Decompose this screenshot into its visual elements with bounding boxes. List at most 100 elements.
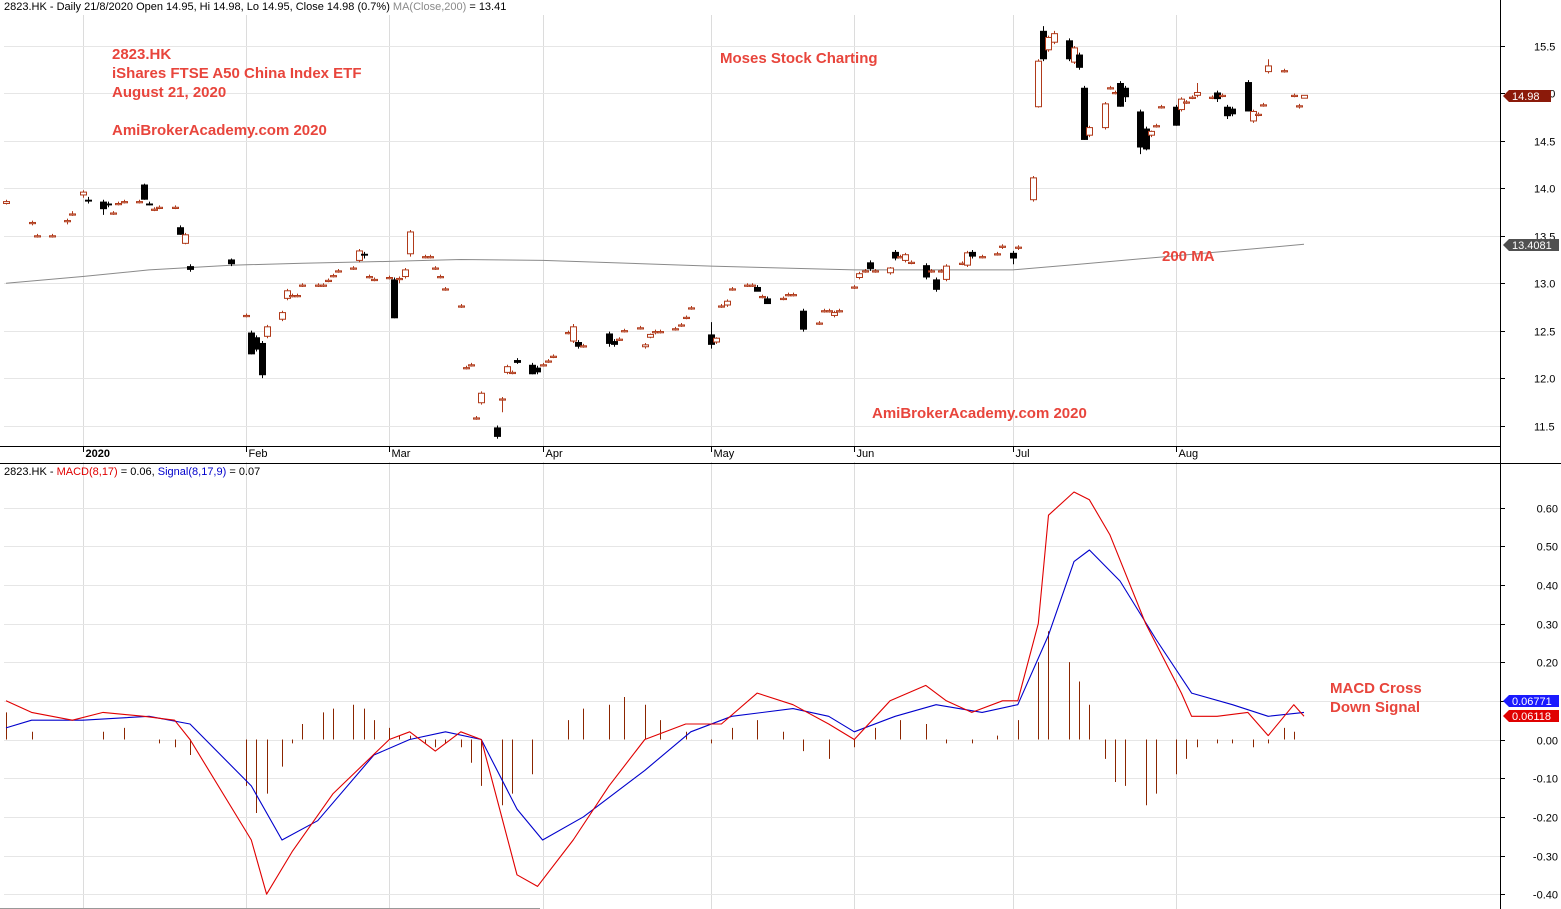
candle-down [606, 333, 613, 344]
candle-up [647, 333, 654, 338]
candle-down [1010, 252, 1017, 259]
candle-up [550, 355, 557, 358]
candle-up [121, 201, 128, 204]
candle-up [580, 345, 587, 348]
candle-up [1183, 101, 1190, 104]
x-tick-label: May [714, 448, 735, 460]
candle-down [1214, 92, 1221, 100]
macd-grid [4, 462, 1500, 909]
close-price-tag-box [1503, 90, 1551, 102]
macd-histogram [6, 631, 1295, 813]
candle-up [284, 290, 291, 299]
site-annotation-bottom: AmiBrokerAcademy.com 2020 [872, 405, 1087, 422]
candle-up [713, 337, 720, 343]
candle-down [923, 265, 930, 278]
candle-down [259, 342, 266, 376]
ma-annotation: 200 MA [1162, 248, 1215, 265]
candle-down [391, 279, 398, 319]
macd-tick-label: -0.30 [1533, 852, 1558, 864]
candle-up [330, 275, 337, 278]
candle-up [504, 366, 511, 373]
candle-up [979, 256, 986, 259]
candle-up [478, 392, 485, 404]
candle-up [1102, 103, 1109, 129]
candle-up [136, 201, 143, 204]
candle-up [790, 294, 797, 297]
signal-label: Signal(8,17,9) [157, 466, 227, 478]
candle-up [1189, 96, 1196, 99]
macd-header: 2823.HK - MACD(8,17) = 0.06, Signal(8,17… [4, 466, 260, 478]
price-grid [4, 15, 1500, 446]
candle-up [862, 270, 869, 273]
candle-up [688, 307, 695, 310]
candle-up [683, 316, 690, 320]
candle-up [1158, 106, 1165, 109]
candle-up [1281, 70, 1288, 73]
macd-tick-label: -0.20 [1533, 813, 1558, 825]
candle-up [64, 220, 71, 223]
ma-200-line [5, 243, 1305, 284]
close-price-tag-label: 14.98 [1512, 91, 1540, 103]
ticker-annotation: 2823.HK [112, 46, 172, 63]
candle-up [366, 276, 373, 279]
candle-down [187, 266, 194, 270]
date-annotation: August 21, 2020 [112, 84, 227, 101]
candle-up [473, 417, 480, 420]
site-annotation-top: AmiBrokerAcademy.com 2020 [112, 122, 327, 139]
candle-up [1051, 33, 1058, 43]
candle-up [826, 310, 833, 313]
candle-down [1066, 40, 1073, 60]
candle-down [177, 227, 184, 235]
macd-tick-label: 0.30 [1537, 620, 1558, 632]
candle-down [800, 310, 807, 330]
candle-up [335, 270, 342, 273]
macd-label: MACD(8,17) [56, 466, 118, 478]
candle-up [902, 254, 909, 261]
x-tick-label: Jul [1016, 448, 1030, 460]
candle-up [1015, 246, 1022, 249]
candle-up [299, 284, 306, 287]
candle-down [708, 334, 715, 345]
macd-value: = 0.06, [117, 466, 158, 478]
ma-label: MA(Close,200) [392, 1, 467, 13]
candle-up [1178, 98, 1185, 111]
candle-up [325, 279, 332, 283]
candle-up [672, 328, 679, 331]
candle-up [432, 267, 439, 270]
candle-up [887, 267, 894, 274]
candle-down [1040, 30, 1047, 60]
candle-up [386, 276, 393, 280]
candle-up [637, 327, 644, 330]
candle-up [759, 295, 766, 299]
macd-tick-label: -0.40 [1533, 890, 1558, 902]
price-tick-label: 14.5 [1534, 137, 1555, 149]
candle-up [3, 201, 10, 204]
candle-up [908, 261, 915, 265]
name-annotation: iShares FTSE A50 China Index ETF [112, 65, 362, 82]
macd-value-tag-label: 0.06118 [1512, 711, 1551, 723]
candle-down [141, 184, 148, 200]
candle-up [156, 206, 163, 209]
candle-up [621, 330, 628, 333]
candle-up [657, 331, 664, 334]
candle-up [1265, 65, 1272, 73]
candle-up [943, 265, 950, 280]
price-tick-label: 13.0 [1534, 279, 1555, 291]
candle-up [851, 286, 858, 289]
candle-up [1107, 87, 1114, 90]
x-tick-label: Aug [1179, 448, 1199, 460]
x-tick-label: Feb [249, 448, 268, 460]
candle-up [729, 288, 736, 291]
candle-up [320, 284, 327, 287]
candle-down [494, 427, 501, 437]
candle-up [872, 270, 879, 273]
candle-up [468, 364, 475, 367]
candle-up [458, 305, 465, 308]
candle-up [1301, 94, 1308, 99]
signal-value-tag-label: 0.06771 [1512, 696, 1552, 708]
price-tick-label: 14.0 [1534, 184, 1555, 196]
x-tick-label: Apr [546, 448, 563, 460]
candle-up [964, 252, 971, 266]
candle-down [1143, 128, 1150, 150]
